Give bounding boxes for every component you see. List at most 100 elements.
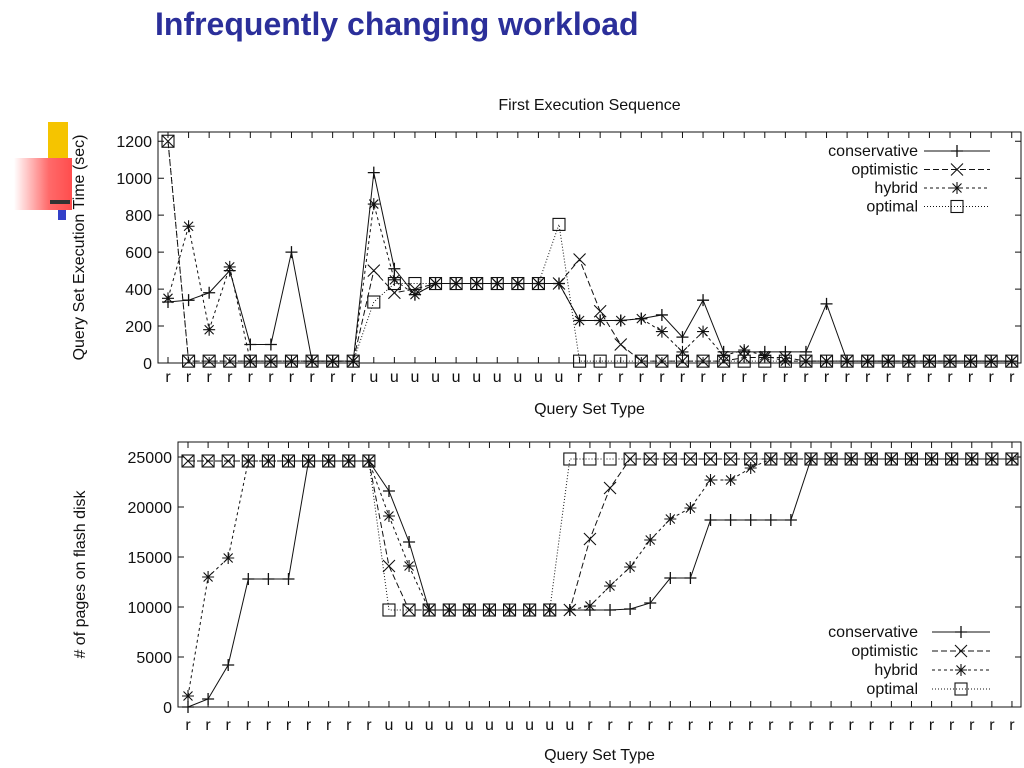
x-tick-label: u — [452, 369, 461, 386]
data-point-hybrid — [306, 355, 319, 368]
data-point-optimistic — [202, 354, 216, 368]
data-point-optimal — [382, 603, 396, 617]
x-tick-label: r — [587, 717, 593, 734]
data-point-conservative — [285, 246, 298, 259]
data-point-optimal — [819, 354, 834, 368]
x-tick-label: r — [947, 369, 953, 386]
x-tick-label: u — [472, 369, 481, 386]
data-point-hybrid — [1005, 355, 1018, 368]
data-point-optimistic — [201, 454, 215, 468]
x-tick-label: r — [721, 369, 727, 386]
y-tick-label: 5000 — [136, 650, 172, 667]
decorative-yellow-block — [48, 122, 68, 164]
x-tick-label: r — [969, 717, 975, 734]
data-point-hybrid — [724, 474, 737, 486]
data-point-hybrid — [342, 455, 355, 467]
x-tick-label: r — [929, 717, 935, 734]
data-point-hybrid — [443, 604, 456, 616]
x-tick-label: u — [425, 717, 434, 734]
data-point-optimal — [387, 276, 401, 291]
x-tick-label: r — [768, 717, 774, 734]
series-line-optimistic — [188, 458, 1012, 611]
decorative-blue-square — [58, 210, 66, 220]
data-point-optimal — [449, 276, 463, 291]
data-point-hybrid — [704, 474, 717, 486]
data-point-hybrid — [182, 220, 195, 233]
x-tick-label: r — [927, 369, 933, 386]
data-point-optimistic — [367, 264, 381, 277]
y-axis-label: Query Set Execution Time (sec) — [71, 135, 88, 361]
data-point-optimal — [724, 452, 738, 466]
x-tick-label: r — [988, 369, 994, 386]
x-tick-label: r — [165, 369, 171, 386]
data-point-optimal — [634, 354, 648, 368]
data-point-conservative — [604, 604, 617, 616]
data-point-hybrid — [905, 453, 918, 465]
x-tick-label: u — [465, 717, 474, 734]
x-tick-label: r — [886, 369, 892, 386]
data-point-conservative — [264, 338, 277, 351]
data-point-optimal — [703, 452, 718, 466]
data-point-conservative — [704, 514, 717, 526]
data-point-hybrid — [532, 277, 545, 290]
data-point-optimal — [884, 452, 898, 466]
x-tick-label: r — [844, 369, 850, 386]
data-point-optimal — [346, 354, 360, 368]
data-point-optimal — [964, 354, 978, 368]
data-point-optimal — [523, 603, 537, 617]
data-point-hybrid — [491, 277, 504, 290]
x-tick-label: r — [659, 369, 665, 386]
data-point-hybrid — [624, 561, 637, 573]
data-point-hybrid — [503, 604, 516, 616]
data-point-optimistic — [221, 454, 235, 468]
data-point-conservative — [764, 514, 777, 526]
x-tick-label: r — [949, 717, 955, 734]
y-tick-label: 1000 — [116, 171, 152, 188]
x-tick-label: u — [410, 369, 419, 386]
data-point-optimal — [922, 354, 936, 368]
data-point-hybrid — [902, 355, 915, 368]
x-tick-label: r — [762, 369, 768, 386]
data-point-optimal — [1005, 452, 1019, 466]
data-point-optimal — [643, 452, 657, 466]
x-tick-label: r — [849, 717, 855, 734]
series-line-optimal — [167, 141, 1012, 362]
x-tick-label: u — [385, 717, 394, 734]
x-tick-label: u — [431, 369, 440, 386]
data-point-conservative — [182, 701, 194, 713]
legend-label: conservative — [828, 143, 918, 160]
data-point-optimal — [531, 276, 545, 291]
data-point-hybrid — [635, 312, 648, 325]
decorative-dark-bar — [50, 200, 70, 204]
x-tick-label: r — [186, 369, 192, 386]
data-point-optimal — [284, 354, 299, 368]
x-tick-label: u — [505, 717, 514, 734]
series-optimal — [181, 452, 1019, 617]
series-line-optimal — [188, 458, 1012, 611]
data-point-hybrid — [511, 277, 524, 290]
legend-marker-conservative — [951, 145, 963, 157]
x-tick-label: r — [989, 717, 995, 734]
data-point-hybrid — [403, 560, 416, 572]
data-point-conservative — [697, 294, 710, 307]
data-point-conservative — [367, 166, 380, 179]
data-point-optimal — [804, 452, 818, 466]
data-point-hybrid — [985, 453, 998, 465]
x-tick-label: r — [889, 717, 895, 734]
x-tick-label: r — [728, 717, 734, 734]
x-tick-label: u — [555, 369, 564, 386]
y-tick-label: 400 — [125, 282, 152, 299]
x-tick-label: r — [627, 717, 633, 734]
data-point-conservative — [724, 514, 737, 526]
data-point-conservative — [203, 286, 216, 299]
data-point-optimal — [181, 454, 195, 468]
data-point-optimal — [758, 354, 772, 368]
plot-frame — [157, 131, 1022, 364]
x-tick-label: r — [306, 717, 312, 734]
data-point-conservative — [262, 573, 275, 585]
y-tick-label: 15000 — [128, 550, 173, 567]
data-point-hybrid — [326, 355, 339, 368]
data-point-hybrid — [367, 198, 380, 211]
y-tick-label: 20000 — [128, 500, 173, 517]
data-point-hybrid — [784, 453, 797, 465]
